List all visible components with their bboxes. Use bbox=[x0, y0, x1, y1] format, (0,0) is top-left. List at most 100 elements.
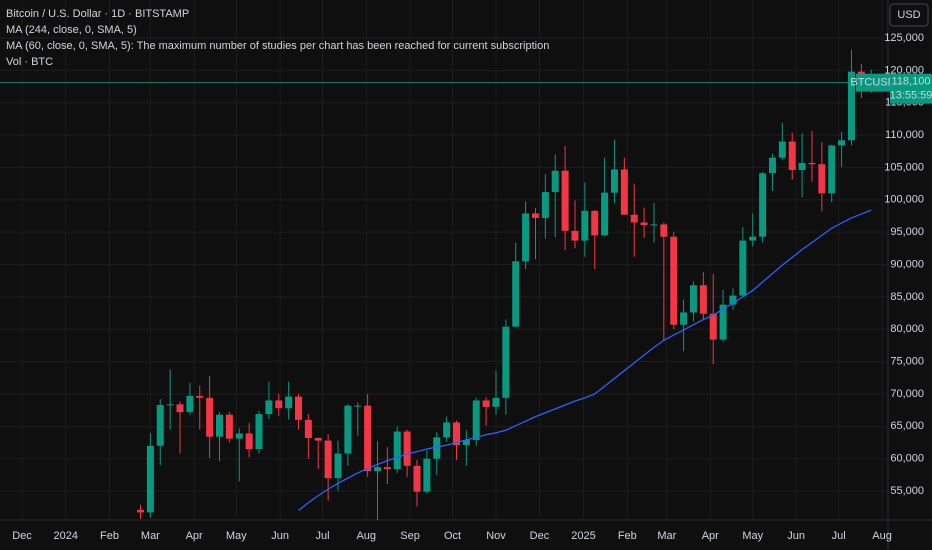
candle-body bbox=[571, 230, 579, 241]
x-tick-label: Feb bbox=[100, 530, 119, 542]
currency-box[interactable] bbox=[889, 3, 929, 27]
symbol-tag-label: BTCUSD bbox=[850, 77, 895, 89]
y-tick-label: 70,000 bbox=[890, 388, 924, 400]
candle-body bbox=[255, 414, 263, 449]
candle-body bbox=[759, 173, 767, 237]
x-tick-label: 2025 bbox=[571, 530, 595, 542]
x-tick-label: May bbox=[742, 530, 763, 542]
candle-body bbox=[610, 169, 618, 193]
candle-body bbox=[699, 285, 707, 314]
candle-body bbox=[788, 141, 796, 171]
study-legend[interactable]: Vol · BTC bbox=[6, 56, 54, 68]
candle-body bbox=[660, 224, 668, 237]
candle-body bbox=[423, 458, 431, 492]
currency[interactable]: USD bbox=[897, 9, 920, 21]
study-legend[interactable]: MA (244, close, 0, SMA, 5) bbox=[6, 24, 137, 36]
candle-body bbox=[304, 419, 312, 438]
candle-body bbox=[344, 405, 352, 454]
candle-body bbox=[778, 141, 786, 158]
candle-body bbox=[364, 405, 372, 472]
y-tick-label: 60,000 bbox=[890, 453, 924, 465]
y-tick-label: 95,000 bbox=[890, 226, 924, 238]
x-tick-label: Sep bbox=[400, 530, 420, 542]
candle-body bbox=[719, 304, 727, 340]
candle-body bbox=[186, 395, 194, 413]
candle-body bbox=[838, 140, 846, 146]
candle-body bbox=[156, 404, 164, 446]
candle-body bbox=[275, 400, 283, 409]
x-tick-label: Oct bbox=[444, 530, 461, 542]
candle-body bbox=[522, 213, 530, 262]
candle-body bbox=[689, 285, 697, 313]
x-tick-label: Jul bbox=[832, 530, 846, 542]
candle-body bbox=[620, 169, 628, 215]
candle-body bbox=[640, 222, 648, 226]
candle-body bbox=[334, 453, 342, 479]
candle-body bbox=[492, 397, 500, 407]
candle-body bbox=[433, 437, 441, 459]
candle-body bbox=[245, 433, 253, 449]
candle-body bbox=[383, 467, 391, 470]
candle-body bbox=[225, 414, 233, 439]
axes: 55,000 60,000 65,000 70,000 75,000 80,000 85,0… bbox=[12, 32, 932, 542]
candle-body bbox=[482, 400, 490, 407]
candle-body bbox=[670, 236, 678, 325]
y-tick-label: 55,000 bbox=[890, 485, 924, 497]
y-tick-label: 125,000 bbox=[884, 32, 924, 44]
x-tick-label: Mar bbox=[141, 530, 160, 542]
candle-body bbox=[206, 397, 214, 437]
y-tick-label: 80,000 bbox=[890, 323, 924, 335]
candle-body bbox=[709, 313, 717, 340]
candle-body bbox=[472, 400, 480, 440]
candle-body bbox=[314, 437, 322, 441]
study-legend[interactable]: MA (60, close, 0, SMA, 5): The maximum n… bbox=[6, 40, 550, 52]
y-tick-label: 85,000 bbox=[890, 291, 924, 303]
x-tick-label: Nov bbox=[486, 530, 506, 542]
moving-average bbox=[298, 209, 872, 511]
candle-body bbox=[729, 295, 737, 305]
symbol-title[interactable]: Bitcoin / U.S. Dollar · 1D · BITSTAMP bbox=[6, 8, 190, 20]
y-tick-label: 100,000 bbox=[884, 194, 924, 206]
candle-body bbox=[393, 431, 401, 470]
price-tag-label: 118,100 bbox=[892, 76, 931, 88]
y-tick-label: 75,000 bbox=[890, 356, 924, 368]
x-tick-label: Jul bbox=[315, 530, 329, 542]
candle-body bbox=[630, 214, 638, 223]
y-tick-label: 65,000 bbox=[890, 420, 924, 432]
candle-body bbox=[551, 170, 559, 193]
candle-body bbox=[541, 192, 549, 218]
candle-body bbox=[137, 509, 145, 513]
x-tick-label: Mar bbox=[657, 530, 676, 542]
candle-body bbox=[452, 422, 460, 446]
candle-body bbox=[176, 404, 184, 413]
candle-body bbox=[146, 445, 154, 513]
candle-body bbox=[166, 404, 174, 406]
candle-body bbox=[196, 395, 204, 398]
x-tick-label: 2024 bbox=[54, 530, 78, 542]
price-tag bbox=[890, 73, 932, 104]
candle-body bbox=[512, 261, 520, 327]
candle-body bbox=[768, 157, 776, 174]
y-tick-label: 105,000 bbox=[884, 161, 924, 173]
candle-body bbox=[808, 162, 816, 165]
candle-body bbox=[531, 213, 539, 218]
y-tick-label: 120,000 bbox=[884, 64, 924, 76]
x-tick-label: Apr bbox=[186, 530, 203, 542]
y-tick-label: 110,000 bbox=[885, 129, 924, 141]
grid bbox=[0, 0, 888, 520]
candle-body bbox=[818, 164, 826, 194]
x-tick-label: Jun bbox=[787, 530, 805, 542]
candle-body bbox=[828, 145, 836, 194]
countdown-label: 13:55:59 bbox=[890, 90, 932, 102]
candle-body bbox=[324, 440, 332, 479]
candle-body bbox=[373, 467, 381, 472]
candle-body bbox=[403, 431, 411, 466]
x-tick-label: Dec bbox=[530, 530, 550, 542]
candle-body bbox=[561, 170, 569, 231]
candle-body bbox=[502, 326, 510, 398]
x-tick-label: Feb bbox=[618, 530, 637, 542]
candle-body bbox=[285, 396, 293, 409]
candle-body bbox=[650, 224, 658, 226]
y-tick-label: 90,000 bbox=[890, 258, 924, 270]
